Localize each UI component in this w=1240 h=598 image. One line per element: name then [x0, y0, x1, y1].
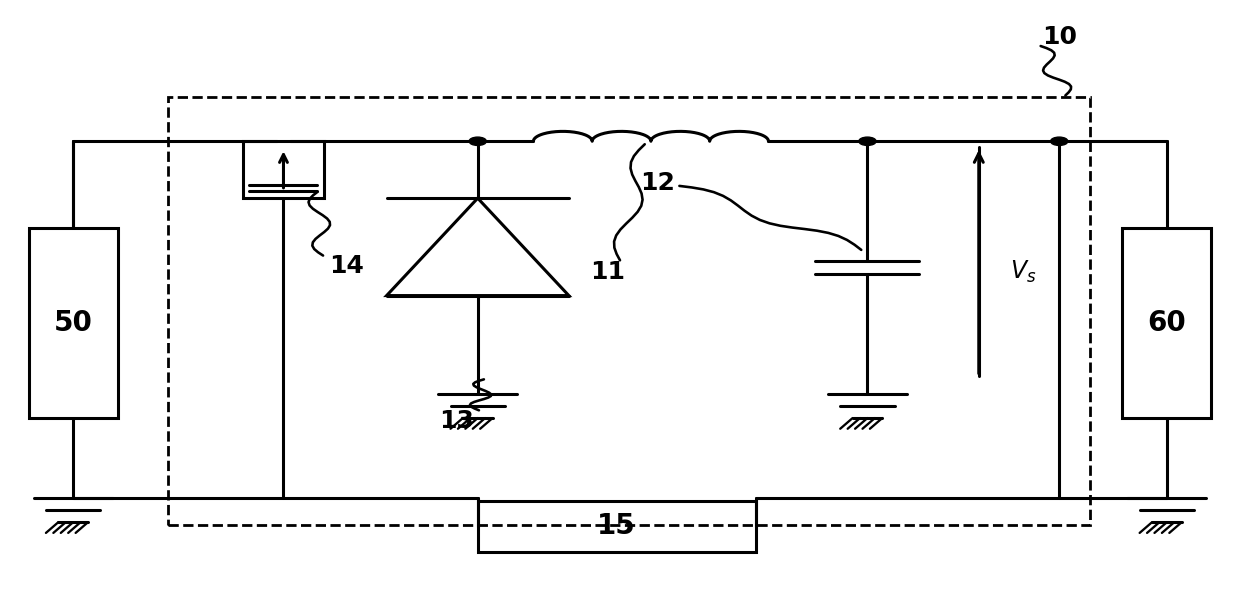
Text: $\mathit{V}_{\mathit{s}}$: $\mathit{V}_{\mathit{s}}$ [1009, 259, 1037, 285]
Polygon shape [387, 198, 569, 295]
Circle shape [859, 137, 877, 145]
Text: 12: 12 [640, 171, 675, 195]
Bar [29, 228, 118, 418]
Bar [243, 141, 324, 198]
Text: 13: 13 [439, 409, 474, 433]
Text: 11: 11 [590, 260, 625, 284]
Circle shape [1050, 137, 1068, 145]
Text: 10: 10 [1042, 25, 1076, 49]
Circle shape [469, 137, 486, 145]
Bar [1122, 228, 1211, 418]
Bar [169, 97, 1090, 525]
Text: 60: 60 [1147, 309, 1187, 337]
Bar [477, 501, 756, 552]
Text: 15: 15 [596, 512, 636, 541]
Text: 50: 50 [53, 309, 93, 337]
Text: 14: 14 [330, 254, 365, 278]
